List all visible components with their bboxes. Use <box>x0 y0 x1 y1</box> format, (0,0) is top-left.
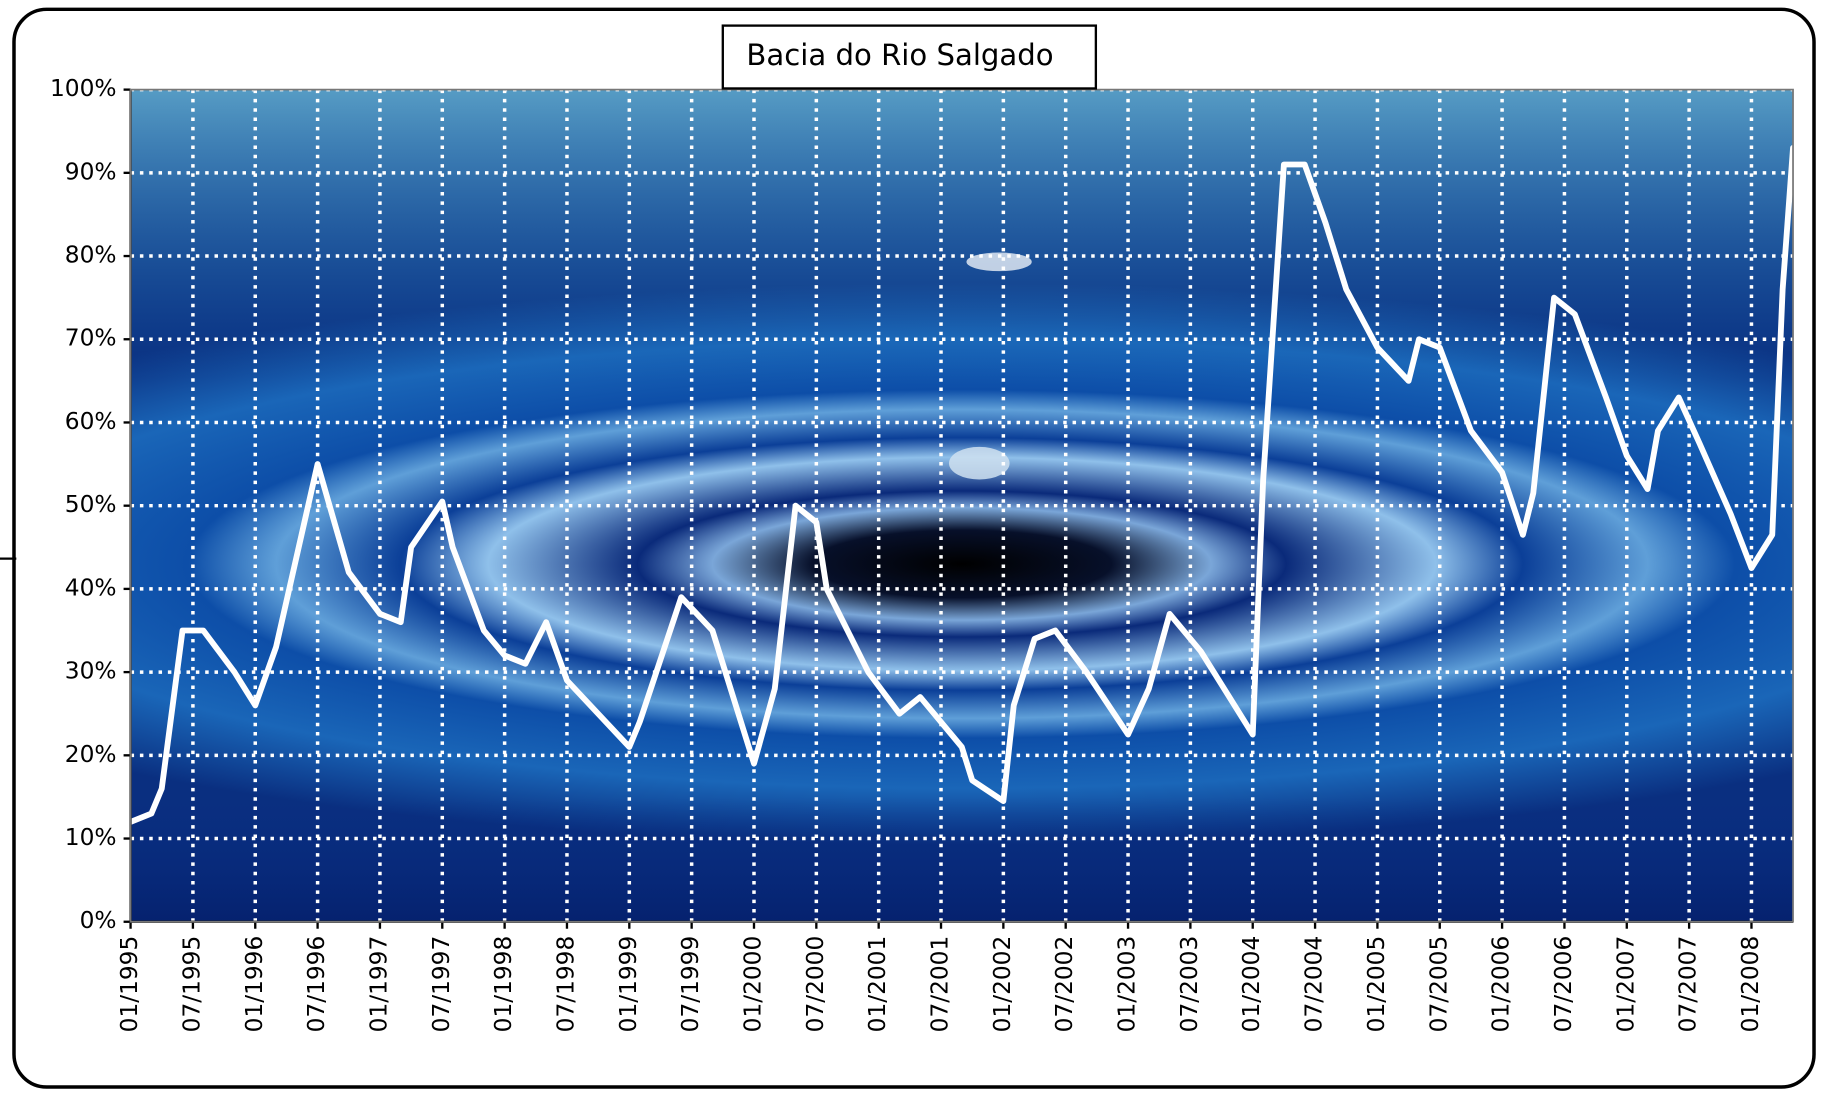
x-tick-label: 07/2007 <box>1675 936 1702 1033</box>
y-tick-label: 40% <box>65 574 117 601</box>
y-tick-label: 0% <box>80 907 117 934</box>
x-tick-label: 01/2002 <box>989 936 1016 1033</box>
x-tick-label: 07/2000 <box>802 936 829 1033</box>
x-tick-label: 07/2003 <box>1176 936 1203 1033</box>
y-tick-label: 30% <box>65 658 117 685</box>
y-tick-label: 10% <box>65 824 117 851</box>
x-tick-label: 07/2004 <box>1301 936 1328 1033</box>
x-tick-label: 01/2006 <box>1488 936 1515 1033</box>
x-tick-label: 01/2001 <box>864 936 891 1033</box>
x-tick-label: 01/2005 <box>1363 936 1390 1033</box>
y-tick-label: 70% <box>65 325 117 352</box>
series <box>127 144 1796 825</box>
x-tick-label: 01/1997 <box>365 936 392 1033</box>
x-tick-label: 07/2001 <box>927 936 954 1033</box>
y-tick-label: 20% <box>65 741 117 768</box>
x-tick-label: 01/1996 <box>241 936 268 1033</box>
x-tick-label: 07/2002 <box>1051 936 1078 1033</box>
x-tick-label: 01/1995 <box>116 936 143 1033</box>
y-tick-label: 50% <box>65 491 117 518</box>
x-tick-label: 01/2008 <box>1737 936 1764 1033</box>
x-tick-label: 07/1995 <box>178 936 205 1033</box>
y-tick-label: 60% <box>65 408 117 435</box>
axes: 0% 10% 20% 30% 40% 50% 60% 70% 80% 90% 100% 01/1995… <box>50 75 1794 1033</box>
x-tick-label: 01/2004 <box>1238 936 1265 1033</box>
x-tick-label: 07/1999 <box>677 936 704 1033</box>
x-tick-label: 07/1997 <box>428 936 455 1033</box>
x-tick-label: 01/2000 <box>739 936 766 1033</box>
x-tick-label: 01/2003 <box>1114 936 1141 1033</box>
x-tick-label: 07/1998 <box>552 936 579 1033</box>
drop <box>948 446 1010 480</box>
x-tick-label: 07/2006 <box>1550 936 1577 1033</box>
y-tick-label: 80% <box>65 242 117 269</box>
data-line <box>127 144 1796 825</box>
y-tick-label: 100% <box>50 75 117 102</box>
x-tick-label: 07/1996 <box>303 936 330 1033</box>
x-tick-label: 01/2007 <box>1612 936 1639 1033</box>
title-box <box>721 24 1098 90</box>
x-tick-label: 01/1999 <box>615 936 642 1033</box>
y-tick-label: 90% <box>65 158 117 185</box>
x-tick-label: 01/1998 <box>490 936 517 1033</box>
x-tick-label: 07/2005 <box>1425 936 1452 1033</box>
chart-title: Bacia do Rio Salgado <box>746 38 1053 72</box>
